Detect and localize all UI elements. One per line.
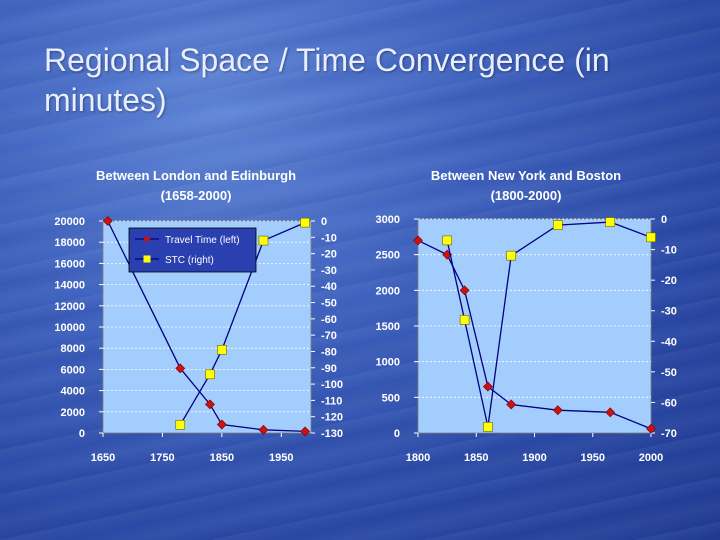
travel-time-point — [258, 424, 269, 435]
x-tick-label: 1850 — [210, 452, 234, 464]
y-right-tick-label: -30 — [321, 265, 337, 277]
y-left-tick-label: 14000 — [54, 280, 85, 292]
travel-time-point — [459, 285, 470, 296]
series-line-travel-time — [107, 220, 306, 433]
y-left-tick-label: 2000 — [376, 285, 400, 297]
stc-point — [300, 217, 310, 228]
travel-time-point — [605, 407, 616, 418]
y-right-tick-label: 0 — [321, 216, 327, 228]
x-tick-label: 1650 — [91, 452, 115, 464]
chart-subtitle: (1658-2000) — [161, 188, 232, 203]
y-left-tick-label: 8000 — [61, 343, 85, 355]
stc-point — [552, 220, 563, 230]
travel-time-point — [175, 363, 186, 374]
stc-point — [483, 422, 493, 432]
y-left-tick-label: 2000 — [61, 407, 85, 419]
travel-time-point — [300, 426, 310, 437]
y-left-tick-label: 16000 — [54, 258, 85, 270]
chart-subtitle: (1800-2000) — [491, 188, 562, 203]
y-right-tick-label: -40 — [321, 281, 337, 293]
y-right-tick-label: -90 — [321, 363, 337, 375]
stc-point — [646, 232, 656, 243]
y-right-tick-label: -60 — [661, 397, 677, 409]
x-tick-label: 1900 — [522, 452, 546, 464]
stc-point — [442, 235, 452, 246]
y-right-tick-label: -100 — [321, 379, 343, 391]
y-right-tick-label: -130 — [321, 428, 343, 440]
travel-time-point — [646, 423, 656, 434]
y-left-tick-label: 0 — [394, 428, 400, 440]
y-left-tick-label: 2500 — [376, 250, 400, 262]
y-left-tick-label: 12000 — [54, 301, 85, 313]
y-left-tick-label: 4000 — [61, 386, 85, 398]
x-tick-label: 1950 — [269, 452, 293, 464]
y-right-tick-label: -80 — [321, 346, 337, 358]
travel-time-point — [413, 235, 423, 246]
travel-time-point — [205, 399, 215, 410]
chart-title: Between New York and Boston — [431, 168, 621, 183]
x-tick-label: 2000 — [639, 452, 663, 464]
y-left-tick-label: 20000 — [54, 216, 85, 228]
legend-marker-travel-time — [143, 235, 151, 243]
legend-box — [128, 227, 257, 273]
legend-marker-stc — [143, 255, 151, 263]
y-left-tick-label: 1000 — [376, 357, 400, 369]
stc-point — [506, 250, 517, 261]
stc-point — [217, 345, 227, 355]
y-left-tick-label: 1500 — [376, 321, 400, 333]
travel-time-point — [506, 399, 517, 410]
y-left-tick-label: 500 — [382, 392, 400, 404]
y-right-tick-label: -50 — [661, 367, 677, 379]
y-left-tick-label: 0 — [79, 428, 85, 440]
y-right-tick-label: -30 — [661, 306, 677, 318]
y-left-tick-label: 3000 — [376, 214, 400, 226]
x-tick-label: 1950 — [581, 452, 605, 464]
series-line-travel-time — [417, 239, 652, 430]
y-right-tick-label: -120 — [321, 412, 343, 424]
y-left-tick-label: 10000 — [54, 322, 85, 334]
y-right-tick-label: -20 — [661, 275, 677, 287]
stc-point — [459, 315, 470, 325]
legend-label: STC (right) — [165, 255, 214, 266]
y-left-tick-label: 18000 — [54, 237, 85, 249]
y-right-tick-label: -40 — [661, 336, 677, 348]
stc-point — [175, 420, 186, 430]
x-tick-label: 1750 — [150, 452, 174, 464]
y-right-tick-label: -60 — [321, 314, 337, 326]
stc-point — [205, 369, 215, 380]
y-right-tick-label: -50 — [321, 298, 337, 310]
y-right-tick-label: -10 — [321, 232, 337, 244]
y-right-tick-label: -70 — [661, 428, 677, 440]
y-right-tick-label: -110 — [321, 395, 342, 407]
stc-point — [258, 235, 269, 246]
stc-point — [605, 217, 616, 227]
x-tick-label: 1800 — [406, 452, 430, 464]
travel-time-point — [102, 216, 113, 226]
y-right-tick-label: 0 — [661, 214, 667, 226]
travel-time-point — [216, 419, 227, 430]
travel-time-point — [482, 381, 493, 392]
legend-label: Travel Time (left) — [165, 235, 240, 246]
y-right-tick-label: -20 — [321, 249, 337, 261]
x-tick-label: 1850 — [464, 452, 488, 464]
travel-time-point — [552, 405, 563, 416]
y-left-tick-label: 6000 — [61, 364, 85, 376]
y-right-tick-label: -10 — [661, 245, 677, 257]
slide-title: Regional Space / Time Convergence (in mi… — [44, 42, 610, 118]
chart-title: Between London and Edinburgh — [96, 168, 296, 183]
y-right-tick-label: -70 — [321, 330, 337, 342]
